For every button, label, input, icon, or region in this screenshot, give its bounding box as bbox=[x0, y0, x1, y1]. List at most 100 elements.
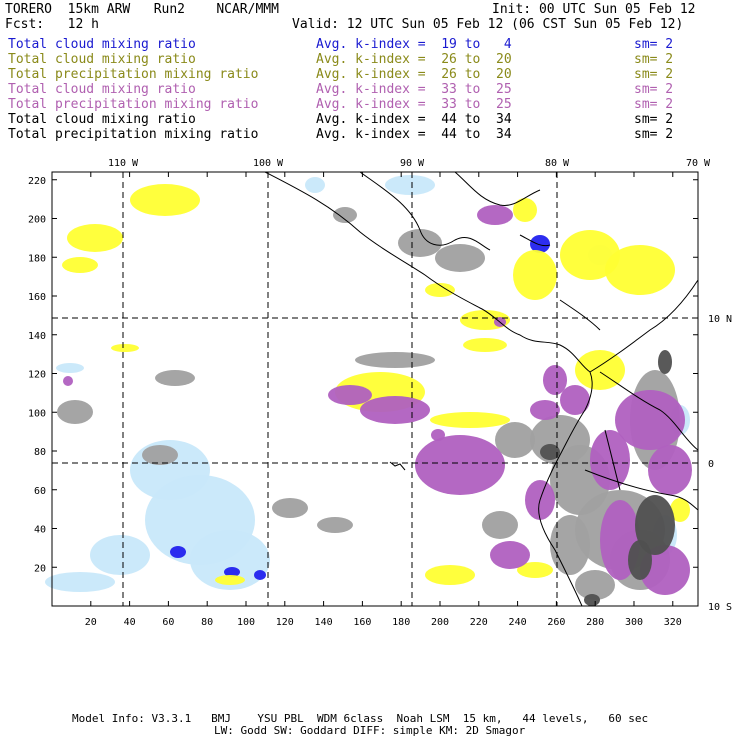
coastline bbox=[264, 171, 591, 373]
shaded-region bbox=[477, 205, 513, 225]
shaded-region bbox=[425, 283, 455, 297]
shaded-region bbox=[111, 344, 139, 352]
legend-name: Total precipitation mixing ratio bbox=[8, 67, 259, 82]
shaded-region bbox=[540, 444, 560, 460]
shaded-region bbox=[415, 435, 505, 495]
coastline bbox=[559, 299, 601, 331]
model-info: Model Info: V3.3.1 BMJ YSU PBL WDM 6clas… bbox=[72, 712, 649, 725]
legend-name: Total precipitation mixing ratio bbox=[8, 127, 259, 142]
shaded-region bbox=[430, 412, 510, 428]
shaded-region bbox=[517, 562, 553, 578]
shaded-region bbox=[658, 350, 672, 374]
x-tick-label: 160 bbox=[353, 617, 371, 628]
y-tick-label: 40 bbox=[34, 525, 46, 536]
y-tick-label: 20 bbox=[34, 563, 46, 574]
shaded-region bbox=[328, 385, 372, 405]
legend-smoothing: sm= 2 bbox=[634, 67, 674, 82]
shaded-region bbox=[495, 422, 535, 458]
x-tick-label: 60 bbox=[162, 617, 174, 628]
x-tick-label: 240 bbox=[509, 617, 527, 628]
longitude-label: 90 W bbox=[400, 158, 425, 169]
shaded-region bbox=[560, 385, 590, 415]
longitude-labels: 110 W 100 W 90 W 80 W 70 W bbox=[108, 158, 711, 169]
shaded-region bbox=[333, 207, 357, 223]
shaded-region bbox=[431, 429, 445, 441]
shaded-region bbox=[490, 541, 530, 569]
shaded-region bbox=[130, 184, 200, 216]
shaded-region bbox=[67, 224, 123, 252]
shaded-region bbox=[355, 352, 435, 368]
y-tick-label: 60 bbox=[34, 486, 46, 497]
longitude-label: 70 W bbox=[686, 158, 711, 169]
legend-name: Total cloud mixing ratio bbox=[8, 112, 196, 127]
shaded-region bbox=[648, 445, 692, 495]
legend-name: Total precipitation mixing ratio bbox=[8, 97, 259, 112]
legend-range: Avg. k-index = 26 to 20 bbox=[316, 67, 512, 82]
shaded-region bbox=[584, 594, 600, 606]
y-tick-label: 140 bbox=[28, 331, 46, 342]
legend-range: Avg. k-index = 44 to 34 bbox=[316, 127, 512, 142]
shaded-region bbox=[190, 530, 270, 590]
shaded-region bbox=[57, 400, 93, 424]
shaded-region bbox=[90, 535, 150, 575]
coastline bbox=[538, 371, 593, 607]
lat-lon-grid bbox=[52, 172, 698, 606]
forecast-hour: Fcst: 12 h bbox=[5, 17, 99, 32]
shaded-region bbox=[482, 511, 518, 539]
shaded-region bbox=[590, 430, 630, 490]
longitude-label: 80 W bbox=[545, 158, 570, 169]
legend-name: Total cloud mixing ratio bbox=[8, 82, 196, 97]
legend-range: Avg. k-index = 44 to 34 bbox=[316, 112, 512, 127]
x-tick-label: 20 bbox=[85, 617, 97, 628]
valid-time: Valid: 12 UTC Sun 05 Feb 12 (06 CST Sun … bbox=[292, 17, 684, 32]
init-time: Init: 00 UTC Sun 05 Feb 12 bbox=[492, 2, 696, 17]
coastlines bbox=[264, 171, 699, 607]
coastline bbox=[389, 461, 406, 471]
legend-smoothing: sm= 2 bbox=[634, 97, 674, 112]
legend-range: Avg. k-index = 26 to 20 bbox=[316, 52, 512, 67]
shaded-region bbox=[305, 177, 325, 193]
legend-range: Avg. k-index = 33 to 25 bbox=[316, 97, 512, 112]
x-tick-label: 200 bbox=[431, 617, 449, 628]
shaded-region bbox=[615, 390, 685, 450]
shaded-region bbox=[317, 517, 353, 533]
shaded-region bbox=[45, 572, 115, 592]
legend-range: Avg. k-index = 19 to 4 bbox=[316, 37, 512, 52]
shaded-region bbox=[628, 540, 652, 580]
x-tick-label: 120 bbox=[276, 617, 294, 628]
coastline bbox=[589, 279, 699, 373]
shaded-region bbox=[435, 244, 485, 272]
latitude-label: 0 bbox=[708, 459, 714, 470]
x-tick-label: 300 bbox=[625, 617, 643, 628]
y-tick-label: 180 bbox=[28, 253, 46, 264]
coastline bbox=[584, 469, 699, 511]
shaded-region bbox=[530, 235, 550, 253]
latitude-label: 10 N bbox=[708, 314, 732, 325]
shaded-region bbox=[385, 175, 435, 195]
shaded-region bbox=[63, 376, 73, 386]
shaded-region bbox=[398, 229, 442, 257]
model-title: TORERO 15km ARW Run2 NCAR/MMM bbox=[5, 2, 279, 17]
x-tick-label: 260 bbox=[547, 617, 565, 628]
longitude-label: 100 W bbox=[253, 158, 284, 169]
shaded-region bbox=[224, 567, 240, 577]
shaded-region bbox=[640, 545, 690, 595]
shaded-region bbox=[513, 198, 537, 222]
shaded-region bbox=[530, 400, 560, 420]
shaded-region bbox=[605, 245, 675, 295]
shaded-region bbox=[463, 338, 507, 352]
legend-smoothing: sm= 2 bbox=[634, 82, 674, 97]
longitude-label: 110 W bbox=[108, 158, 139, 169]
y-tick-label: 220 bbox=[28, 176, 46, 187]
shaded-region bbox=[543, 365, 567, 395]
x-tick-label: 80 bbox=[201, 617, 213, 628]
shaded-region bbox=[425, 565, 475, 585]
x-tick-label: 180 bbox=[392, 617, 410, 628]
legend-smoothing: sm= 2 bbox=[634, 37, 674, 52]
shaded-region bbox=[170, 546, 186, 558]
legend-smoothing: sm= 2 bbox=[634, 127, 674, 142]
shaded-region bbox=[254, 570, 266, 580]
shaded-region bbox=[560, 230, 620, 280]
shaded-region bbox=[272, 498, 308, 518]
